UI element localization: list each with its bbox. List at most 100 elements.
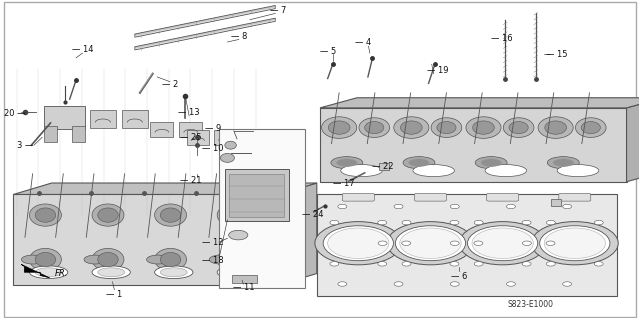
Text: S823-E1000: S823-E1000 bbox=[508, 300, 554, 309]
Circle shape bbox=[474, 262, 483, 266]
Circle shape bbox=[338, 204, 347, 209]
Text: — 11: — 11 bbox=[232, 283, 254, 292]
Polygon shape bbox=[13, 195, 278, 285]
FancyBboxPatch shape bbox=[415, 194, 447, 201]
Circle shape bbox=[451, 204, 460, 209]
Polygon shape bbox=[627, 98, 640, 182]
Bar bbox=[187, 130, 209, 145]
Bar bbox=[229, 174, 284, 217]
Ellipse shape bbox=[223, 252, 243, 267]
Ellipse shape bbox=[161, 252, 180, 267]
Circle shape bbox=[402, 262, 411, 266]
Circle shape bbox=[328, 228, 389, 258]
Ellipse shape bbox=[472, 121, 494, 134]
Circle shape bbox=[595, 220, 604, 225]
Circle shape bbox=[378, 220, 387, 225]
Circle shape bbox=[547, 220, 556, 225]
Ellipse shape bbox=[365, 122, 384, 134]
Ellipse shape bbox=[340, 165, 382, 177]
Circle shape bbox=[450, 262, 459, 266]
Ellipse shape bbox=[98, 208, 118, 222]
Text: — 16: — 16 bbox=[490, 34, 512, 43]
Circle shape bbox=[472, 228, 533, 258]
Ellipse shape bbox=[431, 118, 462, 137]
Ellipse shape bbox=[409, 159, 429, 167]
Ellipse shape bbox=[581, 122, 600, 134]
Circle shape bbox=[338, 282, 347, 286]
Text: — 5: — 5 bbox=[320, 47, 337, 56]
Ellipse shape bbox=[22, 255, 44, 264]
Ellipse shape bbox=[217, 249, 249, 271]
Ellipse shape bbox=[155, 249, 186, 271]
Text: — 9: — 9 bbox=[205, 124, 221, 133]
Ellipse shape bbox=[155, 204, 186, 226]
Ellipse shape bbox=[337, 159, 357, 167]
Ellipse shape bbox=[35, 252, 56, 267]
Circle shape bbox=[378, 241, 387, 245]
Bar bbox=[44, 106, 85, 129]
Circle shape bbox=[506, 282, 515, 286]
Ellipse shape bbox=[503, 118, 534, 137]
Circle shape bbox=[522, 220, 531, 225]
Circle shape bbox=[460, 222, 546, 265]
Text: — 4: — 4 bbox=[355, 38, 371, 48]
Ellipse shape bbox=[223, 208, 243, 222]
Polygon shape bbox=[135, 18, 275, 50]
Circle shape bbox=[506, 204, 515, 209]
Circle shape bbox=[400, 228, 461, 258]
Circle shape bbox=[330, 220, 339, 225]
Circle shape bbox=[547, 262, 556, 266]
Ellipse shape bbox=[509, 122, 528, 134]
Text: — 2: — 2 bbox=[162, 80, 178, 89]
FancyBboxPatch shape bbox=[559, 194, 591, 201]
Ellipse shape bbox=[220, 153, 234, 162]
Circle shape bbox=[402, 241, 411, 245]
Circle shape bbox=[522, 241, 531, 245]
Polygon shape bbox=[320, 108, 627, 182]
Ellipse shape bbox=[147, 255, 169, 264]
Circle shape bbox=[544, 228, 605, 258]
Ellipse shape bbox=[217, 204, 249, 226]
Text: FR.: FR. bbox=[54, 269, 68, 278]
Ellipse shape bbox=[98, 252, 118, 267]
Bar bbox=[44, 126, 57, 142]
Ellipse shape bbox=[29, 204, 61, 226]
Ellipse shape bbox=[217, 266, 255, 278]
Ellipse shape bbox=[321, 117, 356, 138]
Ellipse shape bbox=[481, 159, 501, 167]
Ellipse shape bbox=[209, 255, 232, 264]
Bar bbox=[219, 129, 305, 288]
Bar bbox=[90, 110, 116, 128]
Ellipse shape bbox=[575, 118, 606, 137]
Circle shape bbox=[546, 241, 555, 245]
Bar bbox=[551, 198, 561, 206]
FancyBboxPatch shape bbox=[486, 194, 518, 201]
Polygon shape bbox=[135, 5, 275, 37]
Bar bbox=[179, 122, 202, 137]
Text: — 14: — 14 bbox=[72, 45, 93, 55]
Ellipse shape bbox=[437, 122, 456, 134]
Ellipse shape bbox=[401, 121, 422, 134]
Circle shape bbox=[451, 282, 460, 286]
Text: — 22: — 22 bbox=[372, 162, 394, 171]
Text: — 1: — 1 bbox=[106, 290, 122, 299]
Bar bbox=[317, 195, 617, 296]
Text: 20 —: 20 — bbox=[4, 109, 26, 118]
Circle shape bbox=[396, 226, 466, 261]
Ellipse shape bbox=[553, 159, 573, 167]
Ellipse shape bbox=[84, 255, 106, 264]
Ellipse shape bbox=[557, 165, 599, 177]
Ellipse shape bbox=[413, 165, 454, 177]
Circle shape bbox=[387, 222, 474, 265]
Bar bbox=[150, 122, 173, 137]
Ellipse shape bbox=[359, 118, 390, 137]
Ellipse shape bbox=[29, 249, 61, 271]
Circle shape bbox=[474, 241, 483, 245]
Text: — 7: — 7 bbox=[270, 6, 287, 15]
Ellipse shape bbox=[547, 157, 579, 169]
Text: — 25: — 25 bbox=[180, 133, 202, 142]
Ellipse shape bbox=[475, 157, 507, 169]
Circle shape bbox=[323, 226, 394, 261]
Ellipse shape bbox=[92, 204, 124, 226]
Ellipse shape bbox=[328, 121, 350, 134]
